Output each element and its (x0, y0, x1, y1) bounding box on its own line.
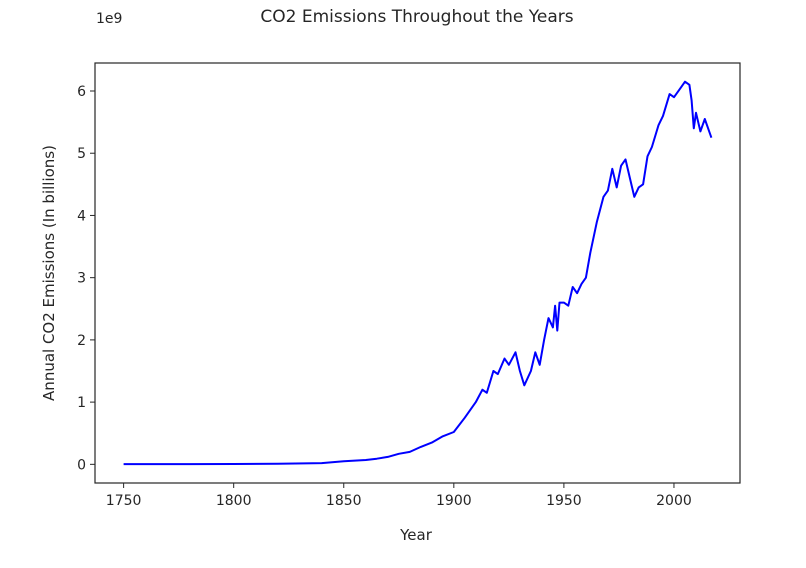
y-offset-label: 1e9 (96, 11, 122, 27)
y-tick-label: 5 (77, 146, 86, 162)
x-tick-label: 1850 (326, 493, 362, 509)
x-tick-label: 1750 (106, 493, 142, 509)
y-tick-label: 3 (77, 271, 86, 287)
y-axis-label: Annual CO2 Emissions (In billions) (40, 145, 58, 401)
y-tick-label: 4 (77, 208, 86, 224)
y-tick-label: 2 (77, 333, 86, 349)
y-tick-label: 6 (77, 84, 86, 100)
x-tick-label: 1950 (546, 493, 582, 509)
y-tick-label: 1 (77, 395, 86, 411)
x-tick-label: 2000 (656, 493, 692, 509)
x-tick-label: 1800 (216, 493, 252, 509)
x-axis-label: Year (399, 526, 433, 544)
y-tick-label: 0 (77, 457, 86, 473)
plot-frame (94, 62, 741, 484)
chart-title: CO2 Emissions Throughout the Years (260, 7, 573, 27)
series-line (123, 80, 713, 466)
x-tick-label: 1900 (436, 493, 472, 509)
